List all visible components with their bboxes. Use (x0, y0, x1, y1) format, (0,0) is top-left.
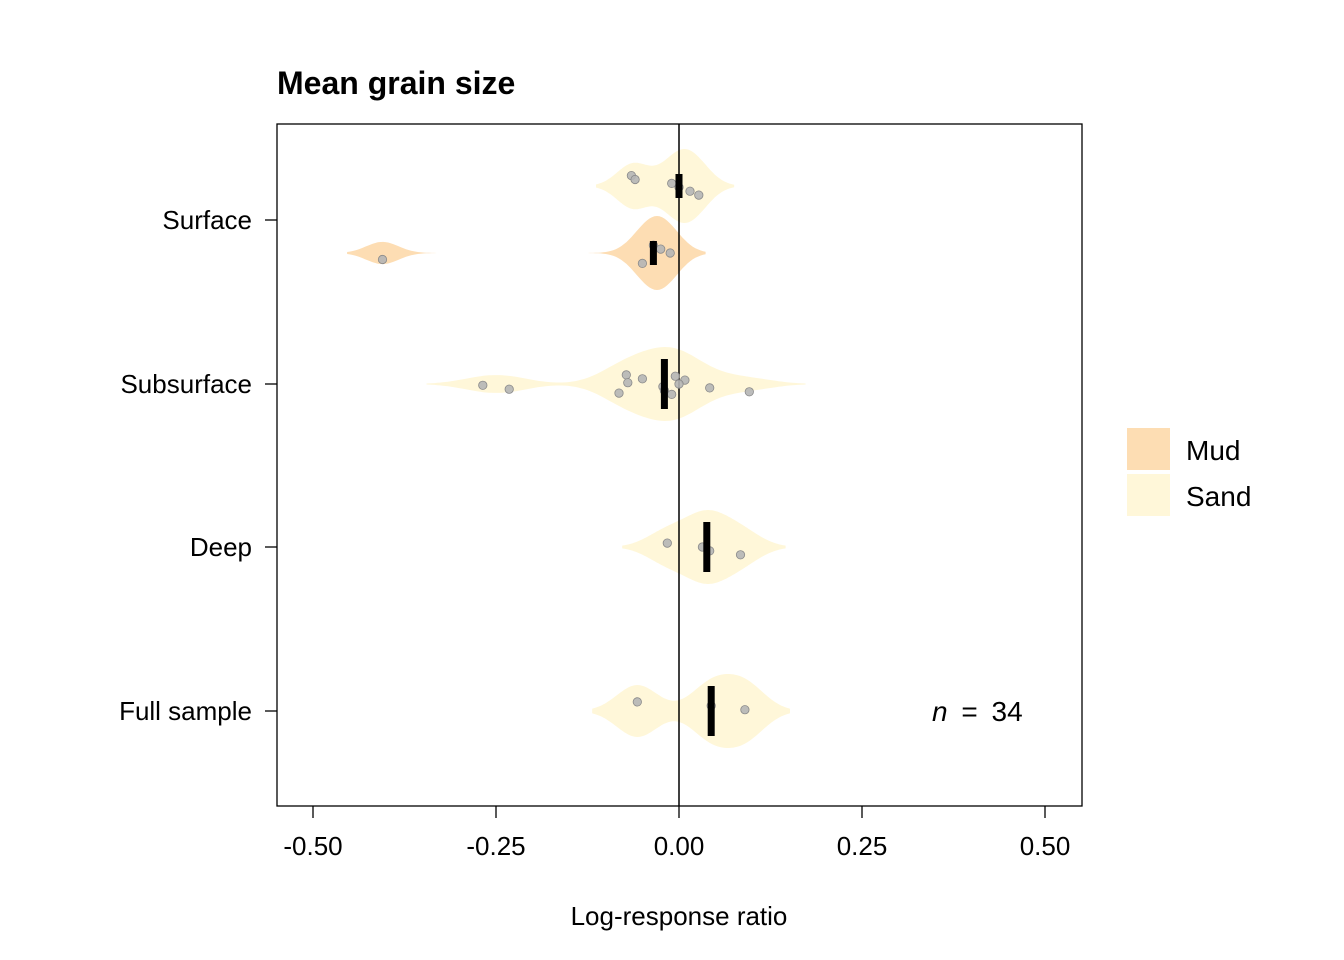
median-bar-subsurface-sand (660, 359, 668, 409)
median-bar-surface-sand (675, 174, 683, 198)
legend-swatch-sand (1127, 474, 1170, 516)
legend-swatch-mud (1127, 428, 1170, 470)
data-point (705, 383, 715, 393)
data-point (740, 705, 750, 715)
violin-full-sample-sand (592, 674, 790, 748)
data-point (665, 248, 675, 258)
data-point (623, 378, 633, 388)
data-point (621, 370, 631, 380)
data-point (694, 190, 704, 200)
medians-layer (649, 174, 715, 736)
y-tick-label: Deep (190, 532, 252, 562)
data-point (662, 538, 672, 548)
x-axis: -0.50 -0.25 0.00 0.25 0.50 (283, 806, 1070, 861)
median-bar-surface-mud (649, 241, 657, 265)
y-tick-label: Surface (162, 205, 252, 235)
x-tick-label: 0.25 (837, 831, 888, 861)
data-point (637, 258, 648, 268)
sample-size-value: 34 (992, 696, 1023, 727)
median-bar-full-sample-sand (707, 686, 715, 736)
legend-label-sand: Sand (1186, 481, 1251, 512)
data-point (685, 186, 695, 196)
data-point (614, 388, 624, 398)
y-tick-label: Subsurface (120, 369, 252, 399)
data-point (478, 380, 488, 390)
data-point (744, 387, 754, 397)
violin-subsurface-sand (426, 347, 806, 421)
data-point (670, 371, 680, 381)
data-point (674, 379, 684, 389)
x-tick-label: -0.50 (283, 831, 342, 861)
data-point (632, 697, 642, 707)
data-point (656, 244, 666, 254)
data-point (637, 374, 648, 384)
legend-label-mud: Mud (1186, 435, 1240, 466)
data-point (667, 389, 677, 399)
data-point (630, 174, 640, 185)
violin-surface-mud (347, 216, 706, 290)
x-tick-label: 0.00 (654, 831, 705, 861)
median-bar-deep-sand (703, 522, 711, 572)
y-axis: Surface Subsurface Deep Full sample (119, 205, 277, 726)
sample-size-annotation: n = 34 (932, 696, 1023, 727)
violins-layer (347, 149, 806, 748)
data-point (504, 384, 514, 394)
legend: Mud Sand (1127, 428, 1251, 516)
chart-title: Mean grain size (277, 65, 515, 101)
sample-size-symbol: n (932, 696, 948, 727)
violin-surface-sand (596, 149, 735, 223)
x-tick-label: -0.25 (466, 831, 525, 861)
y-tick-label: Full sample (119, 696, 252, 726)
data-point (377, 254, 388, 265)
sample-size-equals: = (961, 696, 977, 727)
x-axis-title: Log-response ratio (571, 901, 788, 931)
data-point (735, 550, 746, 560)
x-tick-label: 0.50 (1020, 831, 1071, 861)
